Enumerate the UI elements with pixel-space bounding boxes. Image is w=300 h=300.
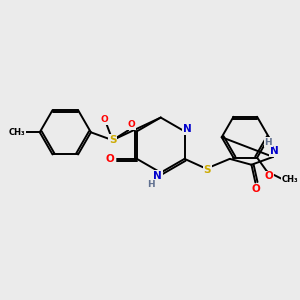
Text: O: O — [106, 154, 115, 164]
Text: H: H — [147, 180, 155, 189]
Text: S: S — [109, 135, 116, 145]
Text: H: H — [264, 138, 272, 147]
Text: O: O — [101, 115, 109, 124]
Text: S: S — [203, 165, 211, 175]
Text: CH₃: CH₃ — [281, 175, 298, 184]
Text: N: N — [183, 124, 192, 134]
Text: CH₃: CH₃ — [9, 128, 26, 137]
Text: N: N — [270, 146, 278, 156]
Text: N: N — [153, 171, 162, 181]
Text: O: O — [127, 120, 135, 129]
Text: O: O — [252, 184, 261, 194]
Text: O: O — [265, 171, 273, 181]
